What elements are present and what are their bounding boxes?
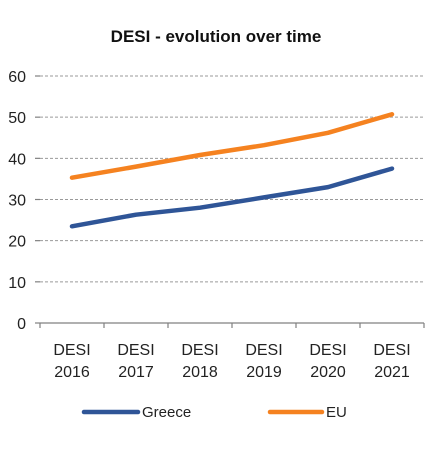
x-tick-label: DESI 2017 — [117, 342, 154, 381]
y-tick-label: 30 — [8, 193, 26, 210]
y-tick-label: 20 — [8, 234, 26, 251]
chart-title: DESI - evolution over time — [111, 27, 322, 46]
gridlines — [40, 75, 424, 283]
y-tick-label: 60 — [8, 69, 26, 86]
y-tick-label: 10 — [8, 275, 26, 292]
y-axis-ticks: 0 10 20 30 40 50 60 — [8, 69, 40, 333]
legend-label-eu: EU — [326, 404, 347, 421]
x-tick-label: DESI 2016 — [53, 342, 90, 381]
x-tick-label: DESI 2021 — [373, 342, 410, 381]
x-tick-label: DESI 2019 — [245, 342, 282, 381]
y-tick-label: 40 — [8, 151, 26, 168]
y-tick-label: 50 — [8, 110, 26, 127]
x-tick-label: DESI 2020 — [309, 342, 346, 381]
x-tick-label: DESI 2018 — [181, 342, 218, 381]
x-axis-ticks: DESI 2016 DESI 2017 DESI 2018 DESI 2019 DESI 2020… — [39, 323, 425, 381]
y-tick-label: 0 — [17, 316, 26, 333]
series — [69, 112, 395, 229]
legend: Greece EU — [81, 404, 347, 421]
legend-label-greece: Greece — [142, 404, 191, 421]
series-line-eu — [69, 112, 395, 180]
series-line-greece — [69, 166, 395, 229]
